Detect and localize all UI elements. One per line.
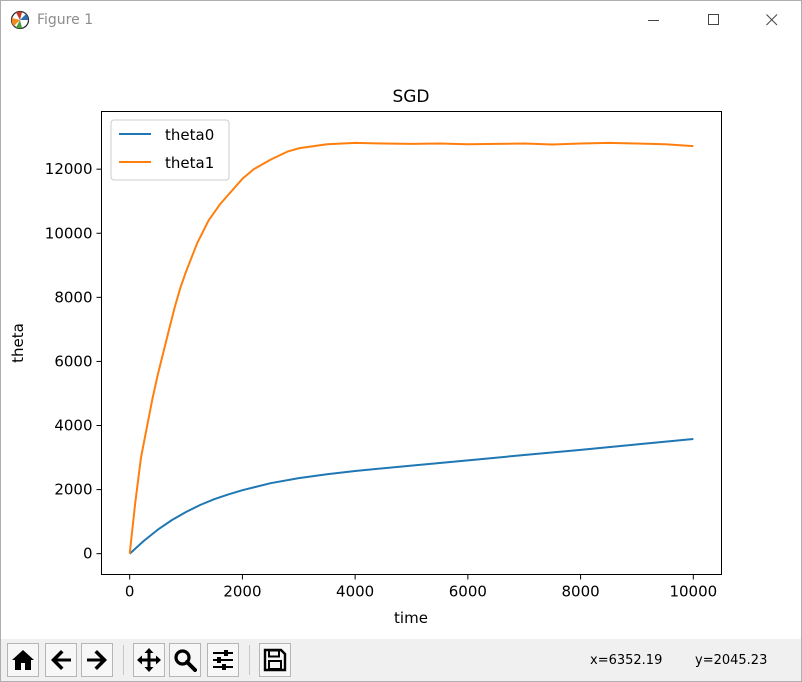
chart-title: SGD	[392, 87, 429, 107]
maximize-icon	[708, 14, 719, 25]
save-icon	[263, 648, 287, 672]
x-tick-label: 8000	[561, 583, 599, 601]
y-tick-label: 6000	[54, 352, 92, 370]
forward-arrow-icon	[87, 650, 107, 670]
series-line-theta0	[129, 438, 694, 555]
y-tick-label: 2000	[54, 481, 92, 499]
y-tick-label: 8000	[54, 288, 92, 306]
legend-label-theta0: theta0	[165, 126, 214, 144]
zoom-icon	[174, 649, 197, 672]
y-tick-label: 12000	[45, 160, 93, 178]
legend-label-theta1: theta1	[165, 154, 214, 172]
navigation-toolbar: x=6352.19 y=2045.23	[1, 639, 801, 681]
toolbar-separator	[249, 645, 250, 675]
home-button[interactable]	[7, 643, 39, 677]
y-tick-label: 10000	[45, 224, 93, 242]
x-tick-label: 6000	[449, 583, 487, 601]
maximize-button[interactable]	[691, 1, 737, 39]
pan-icon	[137, 648, 161, 672]
pan-button[interactable]	[133, 643, 165, 677]
minimize-button[interactable]	[631, 1, 677, 39]
x-tick-label: 4000	[336, 583, 374, 601]
forward-button[interactable]	[81, 643, 113, 677]
minimize-icon	[648, 20, 659, 21]
x-tick-label: 0	[125, 583, 135, 601]
x-axis: 0 2000 4000 6000 8000 10000	[125, 574, 717, 601]
x-coordinate-readout: x=6352.19	[590, 653, 663, 668]
plot-lines	[128, 141, 694, 555]
series-line-theta1	[128, 141, 694, 554]
zoom-button[interactable]	[169, 643, 201, 677]
save-button[interactable]	[259, 643, 291, 677]
toolbar-separator	[123, 645, 124, 675]
title-bar[interactable]: Figure 1	[1, 1, 801, 40]
y-tick-label: 4000	[54, 417, 92, 435]
back-arrow-icon	[51, 650, 71, 670]
close-icon	[766, 14, 778, 26]
chart-canvas[interactable]: 0 2000 4000 6000 8000 10000 0 2000 4000 6000 8000…	[1, 39, 801, 639]
y-tick-label: 0	[83, 545, 93, 563]
legend: theta0 theta1	[110, 119, 230, 181]
axes-frame	[101, 111, 722, 575]
y-coordinate-readout: y=2045.23	[695, 653, 768, 668]
x-axis-label: time	[394, 609, 428, 627]
close-button[interactable]	[749, 1, 795, 39]
y-axis-label: theta	[9, 323, 27, 363]
x-tick-label: 10000	[669, 583, 717, 601]
y-axis: 0 2000 4000 6000 8000 10000 12000	[45, 160, 102, 563]
home-icon	[12, 650, 34, 670]
matplotlib-icon	[10, 10, 30, 30]
back-button[interactable]	[45, 643, 77, 677]
configure-subplots-button[interactable]	[207, 643, 239, 677]
window-title: Figure 1	[37, 12, 94, 28]
x-tick-label: 2000	[223, 583, 261, 601]
subplots-config-icon	[213, 650, 233, 670]
